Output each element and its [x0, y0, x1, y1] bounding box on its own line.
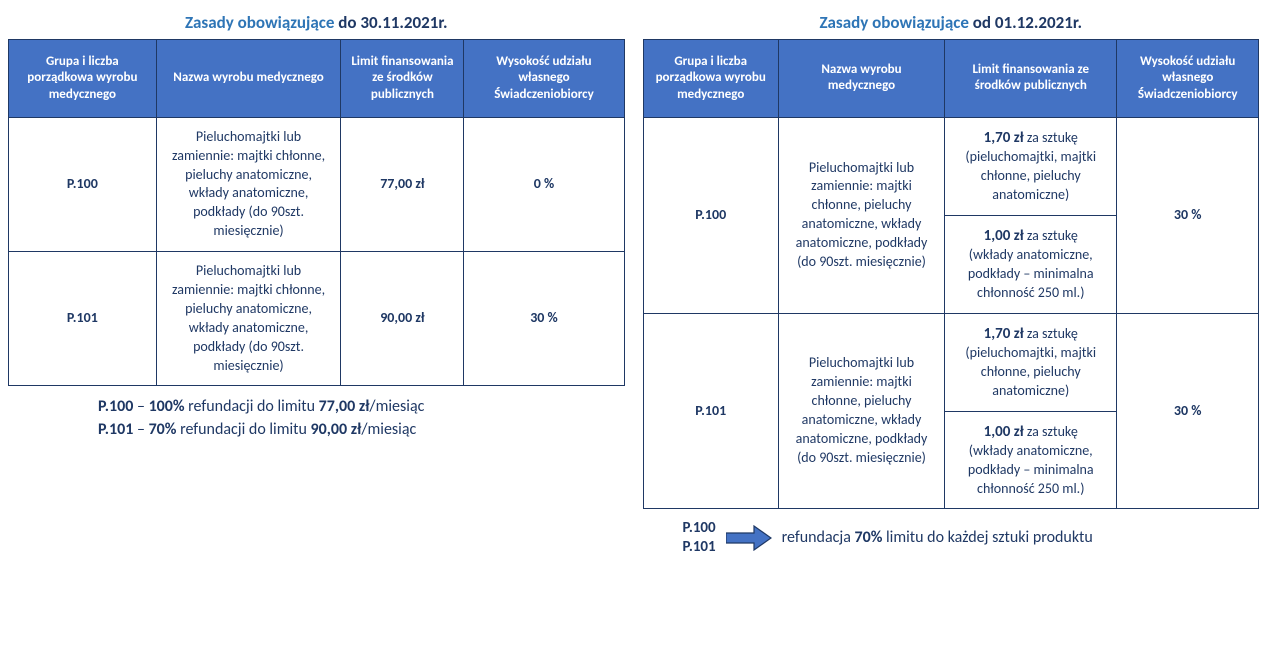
limit-price: 1,00 zł	[984, 423, 1024, 441]
table-row: P.101 Pieluchomajtki lub zamiennie: majt…	[643, 313, 1259, 411]
cell-desc: Pieluchomajtki lub zamiennie: majtki chł…	[156, 252, 341, 386]
table-row: P.101 Pieluchomajtki lub zamiennie: majt…	[9, 252, 625, 386]
limit-tail: za sztukę	[1024, 423, 1078, 440]
col-share: Wysokość udziału własnego Świadczeniobio…	[464, 40, 624, 118]
limit-tail: za sztukę	[1024, 227, 1078, 244]
limit-price: 1,70 zł	[984, 325, 1024, 343]
limit-sub: (pieluchomajtki, majtki chłonne, pieluch…	[965, 148, 1096, 203]
footer-code: P.101	[98, 420, 133, 439]
footer-before: P.100 – 100% refundacji do limitu 77,00 …	[8, 396, 625, 441]
cell-limit-a: 1,70 zł za sztukę (pieluchomajtki, majtk…	[945, 313, 1117, 411]
cell-limit-b: 1,00 zł za sztukę (wkłady anatomiczne, p…	[945, 411, 1117, 509]
footer-amount: 77,00 zł	[319, 397, 370, 416]
footer-codes: P.100 P.101	[683, 519, 716, 557]
col-group: Grupa i liczba porządkowa wyrobu medyczn…	[9, 40, 157, 118]
footer-line-2: P.101 – 70% refundacji do limitu 90,00 z…	[98, 419, 625, 441]
title-suffix: od 01.12.2021r.	[973, 12, 1082, 33]
limit-price: 1,70 zł	[984, 129, 1024, 147]
title-prefix: Zasady obowiązujące	[185, 12, 338, 33]
footer-sep: –	[133, 420, 148, 439]
table-header-row: Grupa i liczba porządkowa wyrobu medyczn…	[9, 40, 625, 118]
footer-text: refundacji do limitu	[176, 420, 310, 439]
title-suffix: do 30.11.2021r.	[338, 12, 447, 33]
cell-code: P.100	[643, 117, 778, 313]
footer-pct: 100%	[149, 397, 185, 416]
col-group: Grupa i liczba porządkowa wyrobu medyczn…	[643, 40, 778, 118]
panel-before: Zasady obowiązujące do 30.11.2021r. Grup…	[8, 12, 625, 441]
cell-limit-b: 1,00 zł za sztukę (wkłady anatomiczne, p…	[945, 215, 1117, 313]
cell-desc: Pieluchomajtki lub zamiennie: majtki chł…	[778, 313, 944, 509]
footer-amount: 90,00 zł	[311, 420, 362, 439]
footer-text-c: limitu do każdej sztuki produktu	[882, 528, 1092, 547]
footer-code-1: P.100	[683, 519, 716, 538]
limit-tail: za sztukę	[1024, 325, 1078, 342]
footer-pct: 70%	[149, 420, 177, 439]
table-row: P.100 Pieluchomajtki lub zamiennie: majt…	[643, 117, 1259, 215]
limit-sub: (wkłady anatomiczne, podkłady – minimaln…	[968, 442, 1094, 497]
cell-limit: 77,00 zł	[341, 117, 464, 251]
cell-limit-a: 1,70 zł za sztukę (pieluchomajtki, majtk…	[945, 117, 1117, 215]
footer-line-1: P.100 – 100% refundacji do limitu 77,00 …	[98, 396, 625, 418]
cell-share: 30 %	[1117, 117, 1259, 313]
col-limit: Limit finansowania ze środków publicznyc…	[945, 40, 1117, 118]
limit-price: 1,00 zł	[984, 227, 1024, 245]
cell-code: P.100	[9, 117, 157, 251]
table-row: P.100 Pieluchomajtki lub zamiennie: majt…	[9, 117, 625, 251]
comparison-wrap: Zasady obowiązujące do 30.11.2021r. Grup…	[8, 12, 1259, 557]
cell-desc: Pieluchomajtki lub zamiennie: majtki chł…	[778, 117, 944, 313]
panel-after: Zasady obowiązujące od 01.12.2021r. Grup…	[643, 12, 1260, 557]
footer-text: refundacji do limitu	[185, 397, 319, 416]
cell-limit: 90,00 zł	[341, 252, 464, 386]
cell-share: 30 %	[1117, 313, 1259, 509]
footer-code-2: P.101	[683, 538, 716, 557]
cell-code: P.101	[643, 313, 778, 509]
footer-tail: /miesiąc	[361, 420, 416, 439]
col-limit: Limit finansowania ze środków publicznyc…	[341, 40, 464, 118]
col-name: Nazwa wyrobu medycznego	[156, 40, 341, 118]
table-after: Grupa i liczba porządkowa wyrobu medyczn…	[643, 39, 1260, 509]
limit-sub: (pieluchomajtki, majtki chłonne, pieluch…	[965, 344, 1096, 399]
arrow-right-icon	[726, 525, 772, 551]
footer-after-text: refundacja 70% limitu do każdej sztuki p…	[782, 527, 1093, 549]
footer-after: P.100 P.101 refundacja 70% limitu do każ…	[643, 519, 1260, 557]
limit-tail: za sztukę	[1024, 129, 1078, 146]
table-header-row: Grupa i liczba porządkowa wyrobu medyczn…	[643, 40, 1259, 118]
cell-share: 30 %	[464, 252, 624, 386]
footer-text-pct: 70%	[854, 528, 882, 547]
col-name: Nazwa wyrobu medycznego	[778, 40, 944, 118]
footer-code: P.100	[98, 397, 133, 416]
footer-text-a: refundacja	[782, 528, 855, 547]
cell-desc: Pieluchomajtki lub zamiennie: majtki chł…	[156, 117, 341, 251]
footer-sep: –	[133, 397, 148, 416]
panel-after-title: Zasady obowiązujące od 01.12.2021r.	[643, 12, 1260, 33]
col-share: Wysokość udziału własnego Świadczeniobio…	[1117, 40, 1259, 118]
cell-share: 0 %	[464, 117, 624, 251]
limit-sub: (wkłady anatomiczne, podkłady – minimaln…	[968, 246, 1094, 301]
cell-code: P.101	[9, 252, 157, 386]
panel-before-title: Zasady obowiązujące do 30.11.2021r.	[8, 12, 625, 33]
title-prefix: Zasady obowiązujące	[820, 12, 973, 33]
footer-tail: /miesiąc	[369, 397, 424, 416]
table-before: Grupa i liczba porządkowa wyrobu medyczn…	[8, 39, 625, 386]
